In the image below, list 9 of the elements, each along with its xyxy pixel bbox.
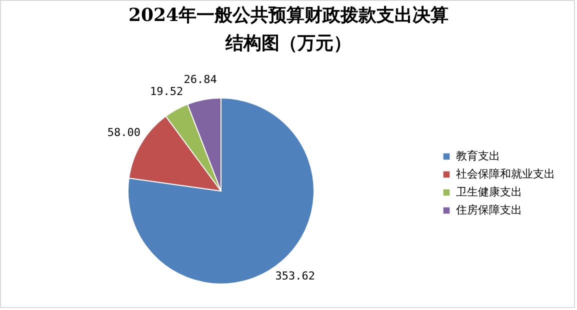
data-label: 19.52	[150, 84, 184, 98]
data-label: 58.00	[107, 126, 140, 140]
data-label: 353.62	[275, 269, 316, 282]
legend-label: 社会保障和就业支出	[456, 168, 555, 180]
legend-label: 卫生健康支出	[456, 186, 522, 198]
legend-label: 住房保障支出	[456, 204, 522, 216]
data-label: 26.84	[184, 72, 218, 86]
chart-title: 2024年一般公共预算财政拨款支出决算结构图（万元）	[128, 5, 449, 54]
legend-label: 教育支出	[456, 150, 500, 162]
